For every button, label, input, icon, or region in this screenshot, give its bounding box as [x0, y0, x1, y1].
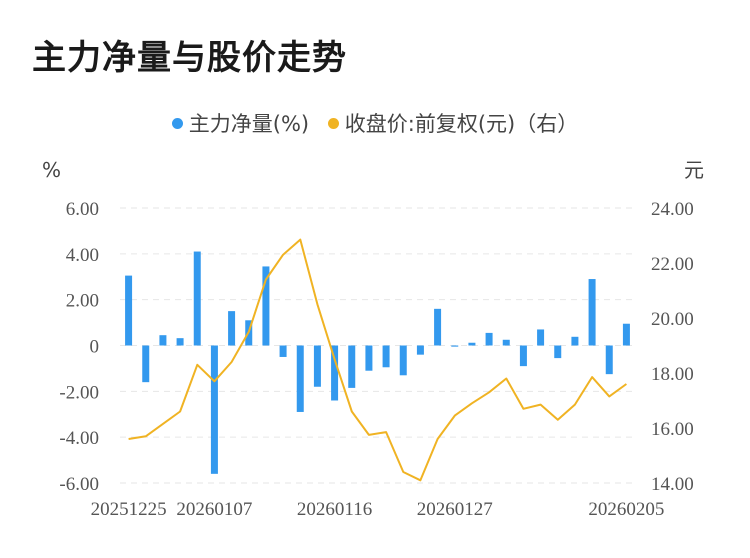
x-tick-label: 20260127 [417, 499, 493, 520]
left-tick-label: 6.00 [66, 199, 99, 220]
x-tick-label: 20260205 [588, 499, 664, 520]
bar [313, 345, 321, 387]
left-tick-label: -2.00 [59, 382, 99, 403]
left-tick-label: -6.00 [59, 474, 99, 495]
bar [502, 339, 510, 346]
bar [365, 345, 373, 371]
x-tick-label: 20251225 [91, 499, 167, 520]
chart-legend: 主力净量(%) 收盘价:前复权(元)（右） [0, 108, 750, 138]
legend-bar-dot-icon [171, 117, 183, 129]
bar [485, 332, 493, 346]
bar [537, 329, 545, 346]
line-series [128, 238, 627, 482]
bar [622, 323, 630, 346]
bar [279, 345, 287, 357]
bar [296, 345, 304, 412]
left-tick-label: 4.00 [66, 245, 99, 266]
bar [210, 345, 218, 474]
legend-item-bar[interactable]: 主力净量(%) [171, 108, 310, 138]
bar [228, 311, 236, 346]
legend-item-line[interactable]: 收盘价:前复权(元)（右） [327, 108, 579, 138]
right-tick-label: 20.00 [651, 309, 694, 330]
bar [142, 345, 150, 383]
left-axis-ticks: 6.00 4.00 2.00 0 -2.00 -4.00 -6.00 [59, 199, 99, 495]
legend-line-dot-icon [327, 117, 339, 129]
price-line [128, 238, 627, 482]
legend-bar-label: 主力净量(%) [188, 112, 310, 136]
chart-title: 主力净量与股价走势 [32, 38, 347, 78]
bar [519, 345, 527, 367]
bar [571, 336, 579, 346]
grid-lines [120, 207, 635, 484]
bar [193, 251, 201, 346]
right-tick-label: 16.00 [651, 419, 694, 440]
left-tick-label: 2.00 [66, 291, 99, 312]
x-tick-label: 20260107 [176, 499, 252, 520]
x-tick-label: 20260116 [297, 499, 372, 520]
bar [399, 345, 407, 376]
bar [159, 335, 167, 346]
bar [176, 338, 184, 346]
x-axis-ticks: 20251225 20260107 20260116 20260127 20260205 [91, 499, 665, 520]
bar [554, 345, 562, 359]
bar [262, 266, 270, 346]
right-axis-ticks: 24.00 22.00 20.00 18.00 16.00 14.00 [651, 199, 694, 495]
right-tick-label: 24.00 [651, 199, 694, 220]
bar [451, 345, 459, 347]
right-axis-unit: 元 [684, 158, 704, 182]
right-tick-label: 22.00 [651, 254, 694, 275]
bar [348, 345, 356, 388]
left-tick-label: -4.00 [59, 428, 99, 449]
bar [468, 342, 476, 346]
bar [125, 275, 133, 346]
legend-line-label: 收盘价:前复权(元)（右） [344, 112, 579, 136]
left-axis-unit: % [42, 158, 61, 182]
right-tick-label: 14.00 [651, 474, 694, 495]
right-tick-label: 18.00 [651, 364, 694, 385]
left-tick-label: 0 [90, 337, 100, 358]
bar [331, 345, 339, 401]
bar [382, 345, 390, 368]
bar [434, 308, 442, 346]
bar [588, 279, 596, 346]
bar [416, 345, 424, 355]
bar [605, 345, 613, 375]
bar-series [125, 251, 630, 474]
